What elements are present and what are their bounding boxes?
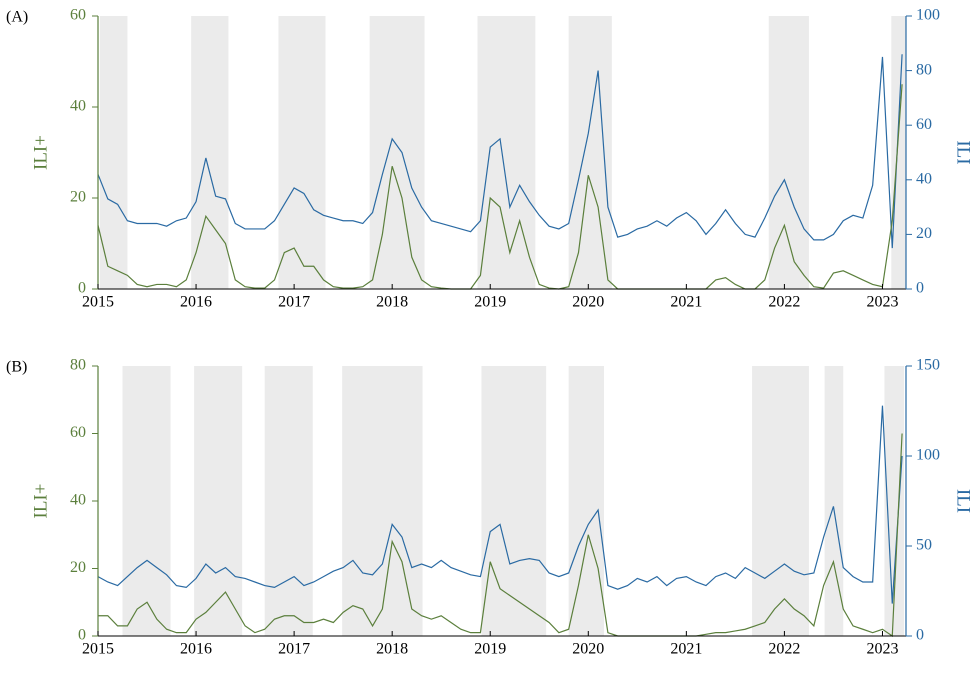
y2-tick-label: 0 bbox=[916, 627, 924, 644]
y2-tick-label: 100 bbox=[916, 7, 940, 24]
x-tick-label: 2021 bbox=[670, 641, 702, 658]
x-tick-label: 2019 bbox=[474, 641, 506, 658]
y2-tick-label: 60 bbox=[916, 116, 932, 133]
series-line bbox=[97, 54, 903, 249]
shaded-period bbox=[278, 16, 326, 289]
shaded-period bbox=[342, 366, 423, 636]
x-tick-label: 2019 bbox=[474, 294, 506, 311]
shaded-period bbox=[824, 366, 844, 636]
y-tick-label: 60 bbox=[70, 7, 86, 24]
shaded-period bbox=[568, 366, 604, 636]
x-tick-label: 2015 bbox=[82, 294, 114, 311]
shaded-period bbox=[122, 366, 171, 636]
y2-tick-label: 80 bbox=[916, 61, 932, 78]
y-tick-label: 40 bbox=[70, 98, 86, 115]
y2-tick-label: 50 bbox=[916, 537, 932, 554]
series-line bbox=[97, 84, 903, 290]
y2-tick-label: 0 bbox=[916, 280, 924, 297]
panel-label: (A) bbox=[6, 9, 28, 26]
shaded-period bbox=[891, 16, 906, 289]
panel-label: (B) bbox=[6, 359, 27, 376]
x-tick-label: 2020 bbox=[572, 294, 604, 311]
y-tick-label: 80 bbox=[70, 357, 86, 374]
x-tick-label: 2016 bbox=[180, 294, 212, 311]
y-tick-label: 0 bbox=[78, 280, 86, 297]
x-tick-label: 2021 bbox=[670, 294, 702, 311]
y-axis-label: ILI+ bbox=[30, 135, 51, 170]
y2-tick-label: 100 bbox=[916, 447, 940, 464]
x-tick-label: 2017 bbox=[278, 641, 310, 658]
shaded-period bbox=[884, 366, 905, 636]
shaded-period bbox=[568, 16, 612, 289]
shaded-period bbox=[264, 366, 313, 636]
x-tick-label: 2022 bbox=[768, 294, 800, 311]
y-tick-label: 40 bbox=[70, 492, 86, 509]
x-tick-label: 2016 bbox=[180, 641, 212, 658]
x-tick-label: 2022 bbox=[768, 641, 800, 658]
x-tick-label: 2017 bbox=[278, 294, 310, 311]
x-tick-label: 2015 bbox=[82, 641, 114, 658]
x-tick-label: 2023 bbox=[866, 294, 898, 311]
shaded-period bbox=[481, 366, 547, 636]
shaded-period bbox=[194, 366, 243, 636]
x-tick-label: 2023 bbox=[866, 641, 898, 658]
y2-tick-label: 20 bbox=[916, 225, 932, 242]
y2-tick-label: 150 bbox=[916, 357, 940, 374]
shaded-period bbox=[99, 16, 128, 289]
x-tick-label: 2018 bbox=[376, 641, 408, 658]
x-tick-label: 2018 bbox=[376, 294, 408, 311]
y-tick-label: 20 bbox=[70, 559, 86, 576]
y-tick-label: 20 bbox=[70, 189, 86, 206]
y2-axis-label: ILI bbox=[953, 140, 974, 164]
series-line bbox=[97, 405, 903, 604]
y-tick-label: 0 bbox=[78, 627, 86, 644]
y-axis-label: ILI+ bbox=[30, 484, 51, 519]
shaded-period bbox=[752, 366, 809, 636]
y2-tick-label: 40 bbox=[916, 170, 932, 187]
y-tick-label: 60 bbox=[70, 424, 86, 441]
y2-axis-label: ILI bbox=[953, 489, 974, 513]
shaded-period bbox=[369, 16, 425, 289]
series-line bbox=[98, 433, 903, 638]
x-tick-label: 2020 bbox=[572, 641, 604, 658]
shaded-period bbox=[191, 16, 229, 289]
